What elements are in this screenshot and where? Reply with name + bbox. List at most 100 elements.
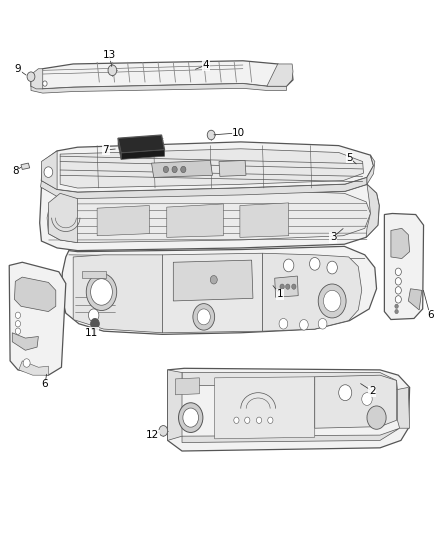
Polygon shape <box>182 373 397 390</box>
Circle shape <box>23 359 30 367</box>
Circle shape <box>43 81 47 86</box>
Polygon shape <box>12 333 39 350</box>
Polygon shape <box>82 271 106 278</box>
Polygon shape <box>173 260 253 301</box>
Polygon shape <box>21 163 30 169</box>
Polygon shape <box>118 138 121 159</box>
Text: 8: 8 <box>12 166 19 176</box>
Polygon shape <box>168 368 410 451</box>
Circle shape <box>280 284 284 289</box>
Circle shape <box>234 417 239 423</box>
Polygon shape <box>97 206 149 236</box>
Circle shape <box>197 309 210 325</box>
Polygon shape <box>48 193 78 243</box>
Circle shape <box>15 312 21 318</box>
Circle shape <box>395 310 398 314</box>
Polygon shape <box>121 150 165 159</box>
Text: 10: 10 <box>232 128 245 138</box>
Circle shape <box>181 166 186 173</box>
Circle shape <box>91 279 113 305</box>
Circle shape <box>245 417 250 423</box>
Circle shape <box>395 296 401 303</box>
Circle shape <box>367 406 386 429</box>
Circle shape <box>207 130 215 140</box>
Polygon shape <box>182 428 399 442</box>
Polygon shape <box>42 142 374 192</box>
Text: 5: 5 <box>346 153 353 163</box>
Text: 12: 12 <box>146 430 159 440</box>
Circle shape <box>283 259 294 272</box>
Text: 3: 3 <box>330 232 336 243</box>
Circle shape <box>395 278 401 285</box>
Polygon shape <box>162 253 262 333</box>
Circle shape <box>310 257 320 270</box>
Polygon shape <box>14 277 56 312</box>
Circle shape <box>163 166 169 173</box>
Circle shape <box>193 304 215 330</box>
Text: 13: 13 <box>102 51 116 60</box>
Polygon shape <box>408 289 422 310</box>
Polygon shape <box>9 262 66 375</box>
Polygon shape <box>168 370 182 440</box>
Circle shape <box>395 287 401 294</box>
Circle shape <box>88 309 99 321</box>
Polygon shape <box>367 155 375 184</box>
Polygon shape <box>215 377 315 439</box>
Circle shape <box>86 273 117 311</box>
Circle shape <box>15 328 21 334</box>
Circle shape <box>286 284 290 289</box>
Circle shape <box>395 304 398 309</box>
Polygon shape <box>167 204 223 237</box>
Circle shape <box>159 425 168 436</box>
Polygon shape <box>385 214 424 319</box>
Polygon shape <box>240 203 289 237</box>
Polygon shape <box>391 228 410 259</box>
Circle shape <box>323 290 341 312</box>
Polygon shape <box>397 387 410 428</box>
Text: 11: 11 <box>85 328 99 338</box>
Circle shape <box>256 417 261 423</box>
Circle shape <box>362 393 372 406</box>
Circle shape <box>268 417 273 423</box>
Polygon shape <box>262 253 362 331</box>
Polygon shape <box>152 160 212 177</box>
Text: 1: 1 <box>277 289 283 299</box>
Text: 4: 4 <box>203 60 209 70</box>
Circle shape <box>279 318 288 329</box>
Polygon shape <box>176 378 199 395</box>
Text: 6: 6 <box>427 310 433 320</box>
Polygon shape <box>19 361 48 375</box>
Polygon shape <box>219 160 246 176</box>
Polygon shape <box>315 375 396 428</box>
Polygon shape <box>366 184 379 237</box>
Polygon shape <box>31 84 286 93</box>
Polygon shape <box>275 276 298 297</box>
Text: 6: 6 <box>42 379 48 389</box>
Circle shape <box>327 261 337 274</box>
Text: 7: 7 <box>102 145 109 155</box>
Polygon shape <box>47 190 371 243</box>
Circle shape <box>292 284 296 289</box>
Circle shape <box>108 65 117 76</box>
Circle shape <box>210 276 217 284</box>
Circle shape <box>183 408 198 427</box>
Circle shape <box>172 166 177 173</box>
Polygon shape <box>40 184 379 251</box>
Circle shape <box>395 268 401 276</box>
Text: 2: 2 <box>369 386 375 396</box>
Polygon shape <box>118 135 165 153</box>
Polygon shape <box>267 64 293 86</box>
Polygon shape <box>31 61 293 89</box>
Polygon shape <box>73 255 162 333</box>
Circle shape <box>318 284 346 318</box>
Circle shape <box>179 403 203 432</box>
Circle shape <box>27 72 35 82</box>
Polygon shape <box>60 149 364 188</box>
Circle shape <box>318 318 327 329</box>
Circle shape <box>339 385 352 401</box>
Circle shape <box>300 319 308 330</box>
Polygon shape <box>31 69 43 89</box>
Text: 9: 9 <box>14 64 21 74</box>
Circle shape <box>15 320 21 327</box>
Circle shape <box>91 318 99 329</box>
